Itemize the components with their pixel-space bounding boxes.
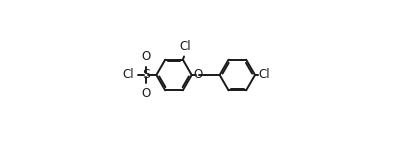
Text: Cl: Cl <box>123 69 134 81</box>
Text: O: O <box>193 69 202 81</box>
Text: Cl: Cl <box>258 69 270 81</box>
Text: S: S <box>142 69 150 81</box>
Text: O: O <box>142 50 151 63</box>
Text: O: O <box>142 87 151 100</box>
Text: Cl: Cl <box>179 40 191 53</box>
